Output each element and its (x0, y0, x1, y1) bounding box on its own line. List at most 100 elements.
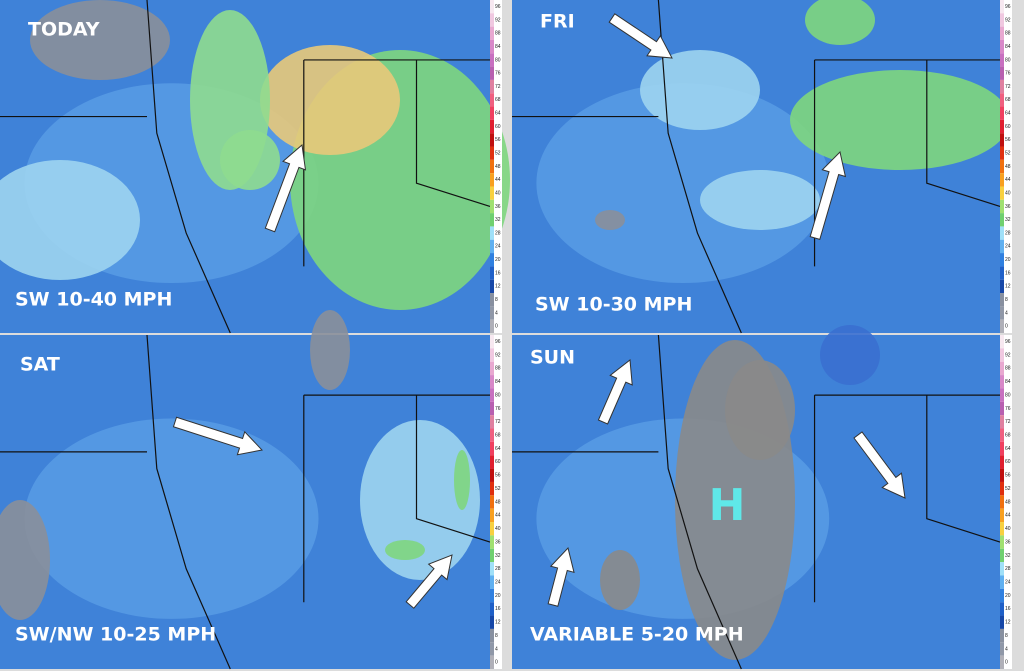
colorbar-tick-label: 72 (495, 84, 501, 90)
colorbar-tick-label: 32 (495, 217, 501, 223)
colorbar-swatch (1000, 575, 1004, 589)
colorbar-tick-label: 72 (495, 419, 501, 425)
colorbar-swatch (490, 562, 494, 576)
colorbar-swatch (490, 279, 494, 294)
colorbar-swatch (1000, 226, 1004, 240)
colorbar-tick-label: 24 (495, 579, 501, 585)
colorbar-swatch (1000, 306, 1004, 320)
colorbar-tick-label: 92 (495, 352, 501, 358)
colorbar-tick-label: 4 (1005, 310, 1008, 316)
field-region (0, 500, 50, 620)
wind-arrow (809, 150, 847, 241)
colorbar-swatch (490, 615, 494, 629)
colorbar-tick-label: 24 (495, 244, 501, 250)
colorbar-tick-label: 32 (1005, 553, 1011, 559)
colorbar-swatch (1000, 66, 1004, 80)
colorbar-tick-label: 0 (495, 660, 498, 666)
colorbar-tick-label: 20 (1005, 257, 1011, 263)
colorbar-tick-label: 68 (1005, 97, 1011, 103)
wind-arrow (547, 546, 575, 607)
colorbar-tick-label: 96 (1005, 4, 1011, 10)
colorbar-tick-label: 60 (1005, 124, 1011, 130)
state-border (512, 0, 1001, 334)
colorbar-swatch (1000, 522, 1004, 536)
colorbar-tick-label: 4 (495, 310, 498, 316)
colorbar-tick-label: 40 (495, 190, 501, 196)
colorbar-swatch (1000, 79, 1004, 94)
wind-arrow (405, 554, 453, 609)
colorbar-swatch (490, 0, 494, 14)
field-region (260, 45, 400, 155)
colorbar-tick-label: 20 (495, 593, 501, 599)
colorbar-tick-label: 28 (1005, 566, 1011, 572)
colorbar-tick-label: 80 (1005, 392, 1011, 398)
colorbar-swatch (490, 335, 494, 349)
colorbar-tick-label: 88 (1005, 31, 1011, 37)
wind-label: VARIABLE 5-20 MPH (530, 624, 744, 646)
colorbar-tick-label: 16 (495, 270, 501, 276)
colorbar-swatch (490, 106, 494, 120)
colorbar-swatch (490, 508, 494, 523)
colorbar-swatch (490, 186, 494, 200)
colorbar-swatch (490, 602, 494, 616)
colorbar-swatch (1000, 655, 1004, 669)
colorbar-tick-label: 24 (1005, 579, 1011, 585)
colorbar-swatch (1000, 159, 1004, 174)
colorbar-swatch (1000, 119, 1004, 134)
colorbar-swatch (1000, 39, 1004, 54)
field-region (640, 50, 760, 130)
colorbar-tick-label: 92 (1005, 352, 1011, 358)
field-region (700, 170, 820, 230)
colorbar-tick-label: 88 (1005, 366, 1011, 372)
colorbar-swatch (490, 306, 494, 320)
colorbar-tick-label: 88 (495, 366, 501, 372)
colorbar-swatch (1000, 13, 1004, 27)
colorbar-tick-label: 0 (1005, 660, 1008, 666)
colorbar-swatch (490, 66, 494, 80)
field-region (725, 360, 795, 460)
colorbar-tick-label: 48 (495, 499, 501, 505)
map-panel: 9692888480767268646056524844403632282420… (512, 0, 1012, 334)
field-region (220, 130, 280, 190)
colorbar-swatch (1000, 293, 1004, 307)
field-region (310, 310, 350, 390)
colorbar-swatch (1000, 415, 1004, 429)
colorbar-tick-label: 40 (1005, 190, 1011, 196)
colorbar-swatch (490, 375, 494, 389)
colorbar-swatch (490, 253, 494, 267)
high-pressure-label: H (709, 480, 746, 531)
colorbar-swatch (1000, 279, 1004, 294)
colorbar-tick-label: 52 (1005, 486, 1011, 492)
colorbar-tick-label: 8 (1005, 633, 1008, 639)
colorbar-swatch (1000, 401, 1004, 416)
colorbar-tick-label: 28 (1005, 230, 1011, 236)
colorbar-tick-label: 4 (1005, 646, 1008, 652)
colorbar-tick-label: 84 (1005, 44, 1011, 50)
colorbar-swatch (1000, 186, 1004, 200)
colorbar-swatch (490, 588, 494, 603)
colorbar-tick-label: 40 (495, 526, 501, 532)
colorbar-tick-label: 16 (495, 606, 501, 612)
field-region (30, 0, 170, 80)
colorbar-tick-label: 40 (1005, 526, 1011, 532)
colorbar-tick-label: 80 (1005, 57, 1011, 63)
wind-arrow (597, 359, 633, 425)
field-region (600, 550, 640, 610)
wind-arrow (608, 13, 673, 59)
colorbar-swatch (1000, 0, 1004, 14)
colorbar-tick-label: 44 (495, 177, 501, 183)
colorbar-swatch (490, 655, 494, 669)
wind-arrow (853, 431, 906, 499)
colorbar-tick-label: 96 (495, 4, 501, 10)
colorbar-tick-label: 60 (495, 459, 501, 465)
colorbar-swatch (490, 293, 494, 307)
colorbar-swatch (1000, 602, 1004, 616)
colorbar-swatch (1000, 199, 1004, 214)
colorbar-swatch (490, 415, 494, 429)
colorbar-swatch (490, 39, 494, 54)
colorbar-tick-label: 52 (1005, 151, 1011, 157)
colorbar-tick-label: 84 (495, 44, 501, 50)
colorbar-tick-label: 16 (1005, 270, 1011, 276)
colorbar-tick-label: 80 (495, 57, 501, 63)
colorbar-tick-label: 16 (1005, 606, 1011, 612)
